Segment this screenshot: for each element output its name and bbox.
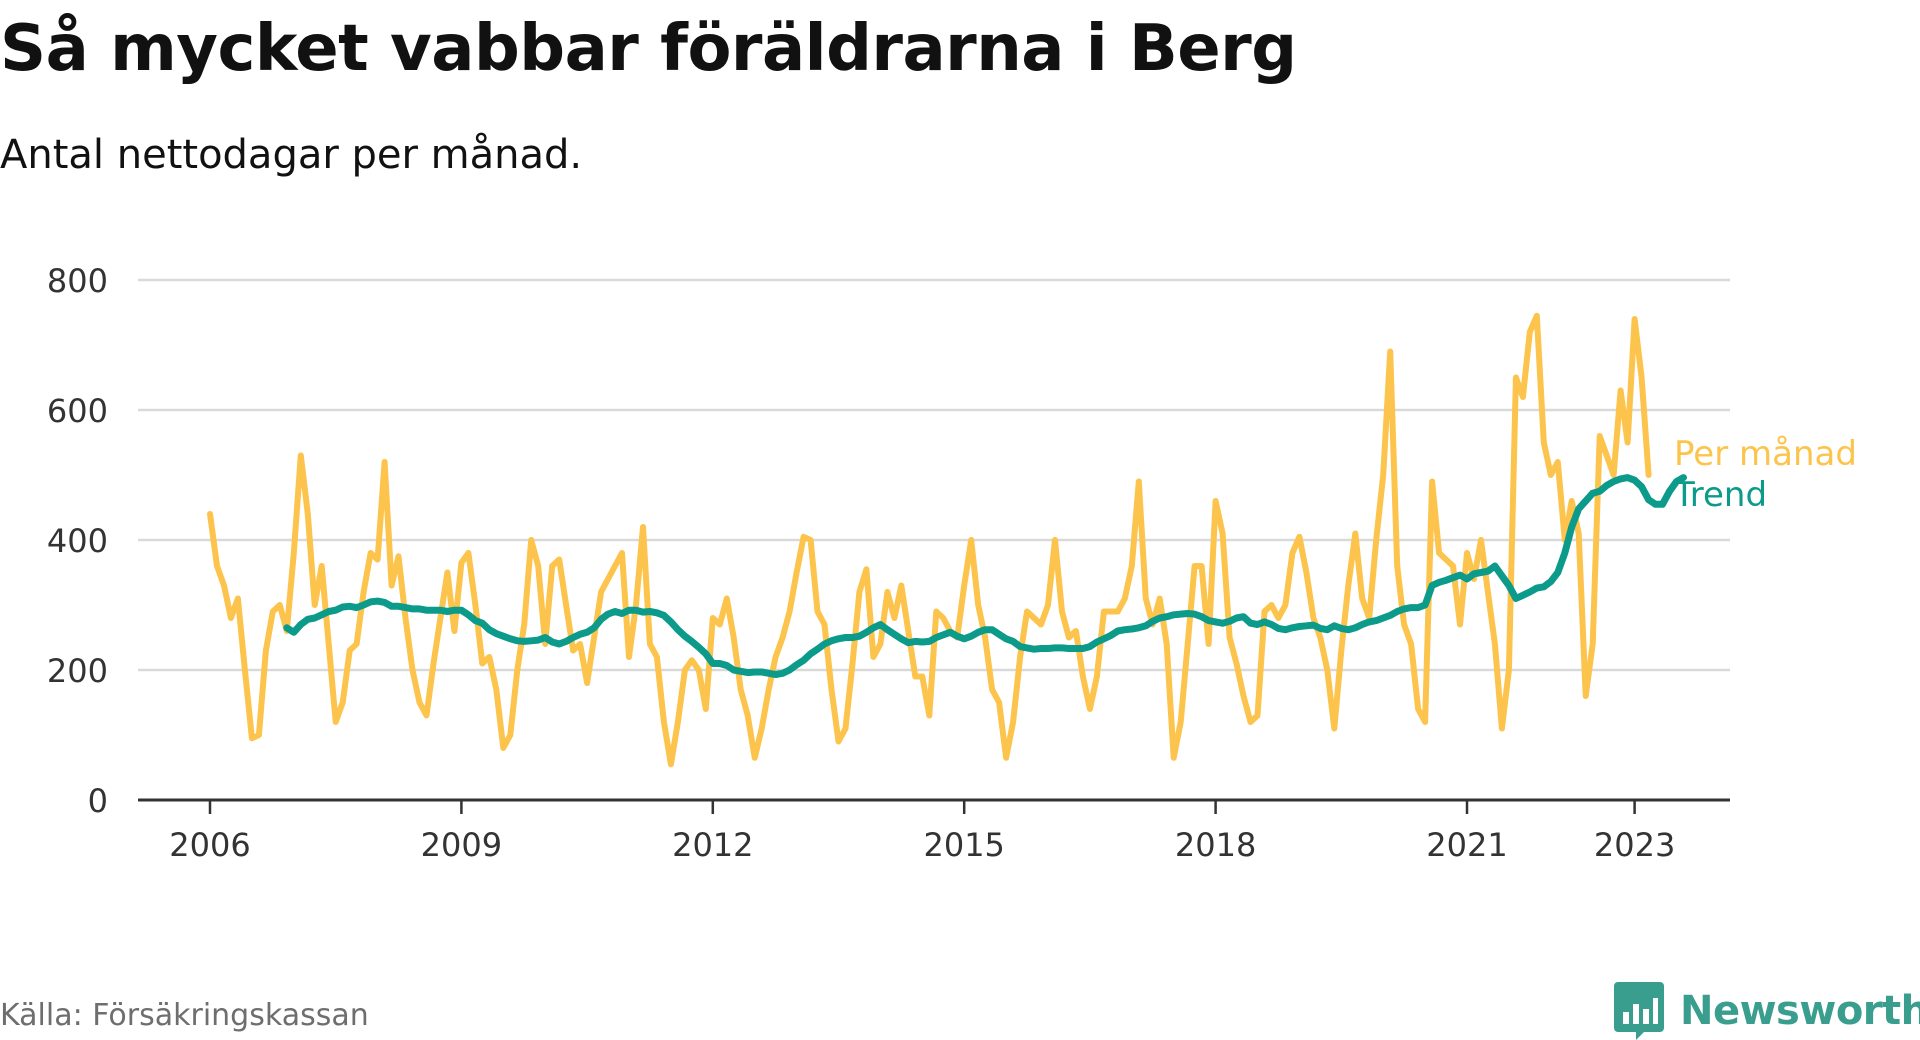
y-tick-label: 800: [47, 262, 108, 300]
x-axis: 2006 2009 2012 2015 2018 2021 2023: [138, 798, 1730, 864]
y-tick-label: 600: [47, 392, 108, 430]
chart-title: Så mycket vabbar föräldrarna i Berg: [0, 12, 1297, 86]
source-credit: Källa: Försäkringskassan: [0, 998, 369, 1033]
x-tick-label: 2006: [169, 826, 250, 864]
bar-chart-logo-icon: [1614, 982, 1664, 1040]
y-axis-labels: 0 200 400 600 800: [47, 262, 108, 820]
x-tick-label: 2015: [923, 826, 1004, 864]
x-tick-label: 2009: [421, 826, 502, 864]
trend-series-line: [283, 474, 1687, 678]
x-tick-label: 2012: [672, 826, 753, 864]
x-tick-label: 2023: [1594, 826, 1675, 864]
monthly-series-line: [207, 312, 1652, 768]
x-tick-label: 2021: [1426, 826, 1507, 864]
x-tick-label: 2018: [1175, 826, 1256, 864]
legend-label-trend: Trend: [1673, 475, 1767, 515]
chart-subtitle: Antal nettodagar per månad.: [0, 132, 583, 178]
y-tick-label: 0: [88, 782, 108, 820]
y-tick-label: 400: [47, 522, 108, 560]
y-tick-label: 200: [47, 652, 108, 690]
series-lines: [207, 312, 1687, 768]
newsworthy-logo: Newsworthy: [1614, 982, 1920, 1040]
legend-label-monthly: Per månad: [1674, 434, 1857, 474]
brand-name: Newsworthy: [1680, 988, 1920, 1034]
